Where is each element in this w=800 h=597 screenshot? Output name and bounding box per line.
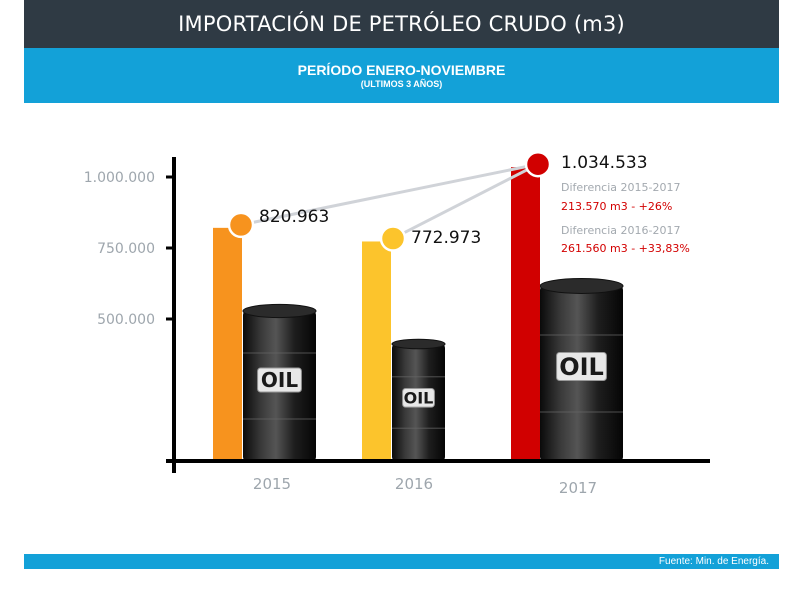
data-label-2016: 772.973: [411, 228, 481, 248]
bar-2017: [511, 167, 540, 461]
subtitle-banner: PERÍODO ENERO-NOVIEMBRE (ULTIMOS 3 AÑOS): [24, 48, 779, 103]
source-text: Fuente: Min. de Energía.: [658, 556, 769, 567]
connector-2015-2017: [240, 162, 539, 227]
bar-2016: [362, 241, 391, 461]
oil-barrel: OIL: [391, 338, 446, 461]
y-tick-label: 750.000: [97, 241, 155, 257]
annotation-value: 261.560 m3 - +33,83%: [561, 242, 690, 255]
barrel-label-panel: [257, 367, 302, 393]
barrel-oil-text: OIL: [404, 388, 434, 407]
subtitle-years: (ULTIMOS 3 AÑOS): [360, 79, 443, 89]
barrel-lid: [391, 338, 446, 350]
connector-2016-2017: [392, 162, 539, 240]
x-tick-label: 2017: [559, 479, 597, 497]
barrel-oil-text: OIL: [261, 368, 298, 392]
subtitle-period: PERÍODO ENERO-NOVIEMBRE: [297, 62, 506, 78]
barrel-oil-text: OIL: [559, 353, 604, 381]
x-tick-label: 2016: [395, 475, 433, 493]
y-tick-label: 500.000: [97, 312, 155, 328]
oil-barrel: OIL: [242, 303, 317, 461]
barrel-label-panel: [556, 352, 607, 381]
barrel-lid: [539, 278, 624, 294]
x-tick-label: 2015: [253, 475, 291, 493]
annotation-label: Diferencia 2016-2017: [561, 224, 681, 237]
page-title: IMPORTACIÓN DE PETRÓLEO CRUDO (m3): [24, 0, 779, 48]
bar-2015: [213, 227, 242, 461]
annotation-value: 213.570 m3 - +26%: [561, 200, 672, 213]
source-footer: Fuente: Min. de Energía.: [24, 554, 779, 569]
oil-barrel: OIL: [539, 278, 624, 461]
title-text: IMPORTACIÓN DE PETRÓLEO CRUDO (m3): [178, 12, 625, 36]
y-tick-label: 1.000.000: [84, 170, 155, 186]
marker-2017: [524, 150, 552, 178]
annotation-label: Diferencia 2015-2017: [561, 181, 681, 194]
data-label-2015: 820.963: [259, 207, 329, 227]
barrel-lid: [242, 303, 317, 319]
barrel-label-panel: [402, 387, 435, 408]
marker-2016: [379, 225, 407, 252]
data-label-2017: 1.034.533: [561, 153, 648, 173]
marker-2015: [227, 211, 255, 239]
